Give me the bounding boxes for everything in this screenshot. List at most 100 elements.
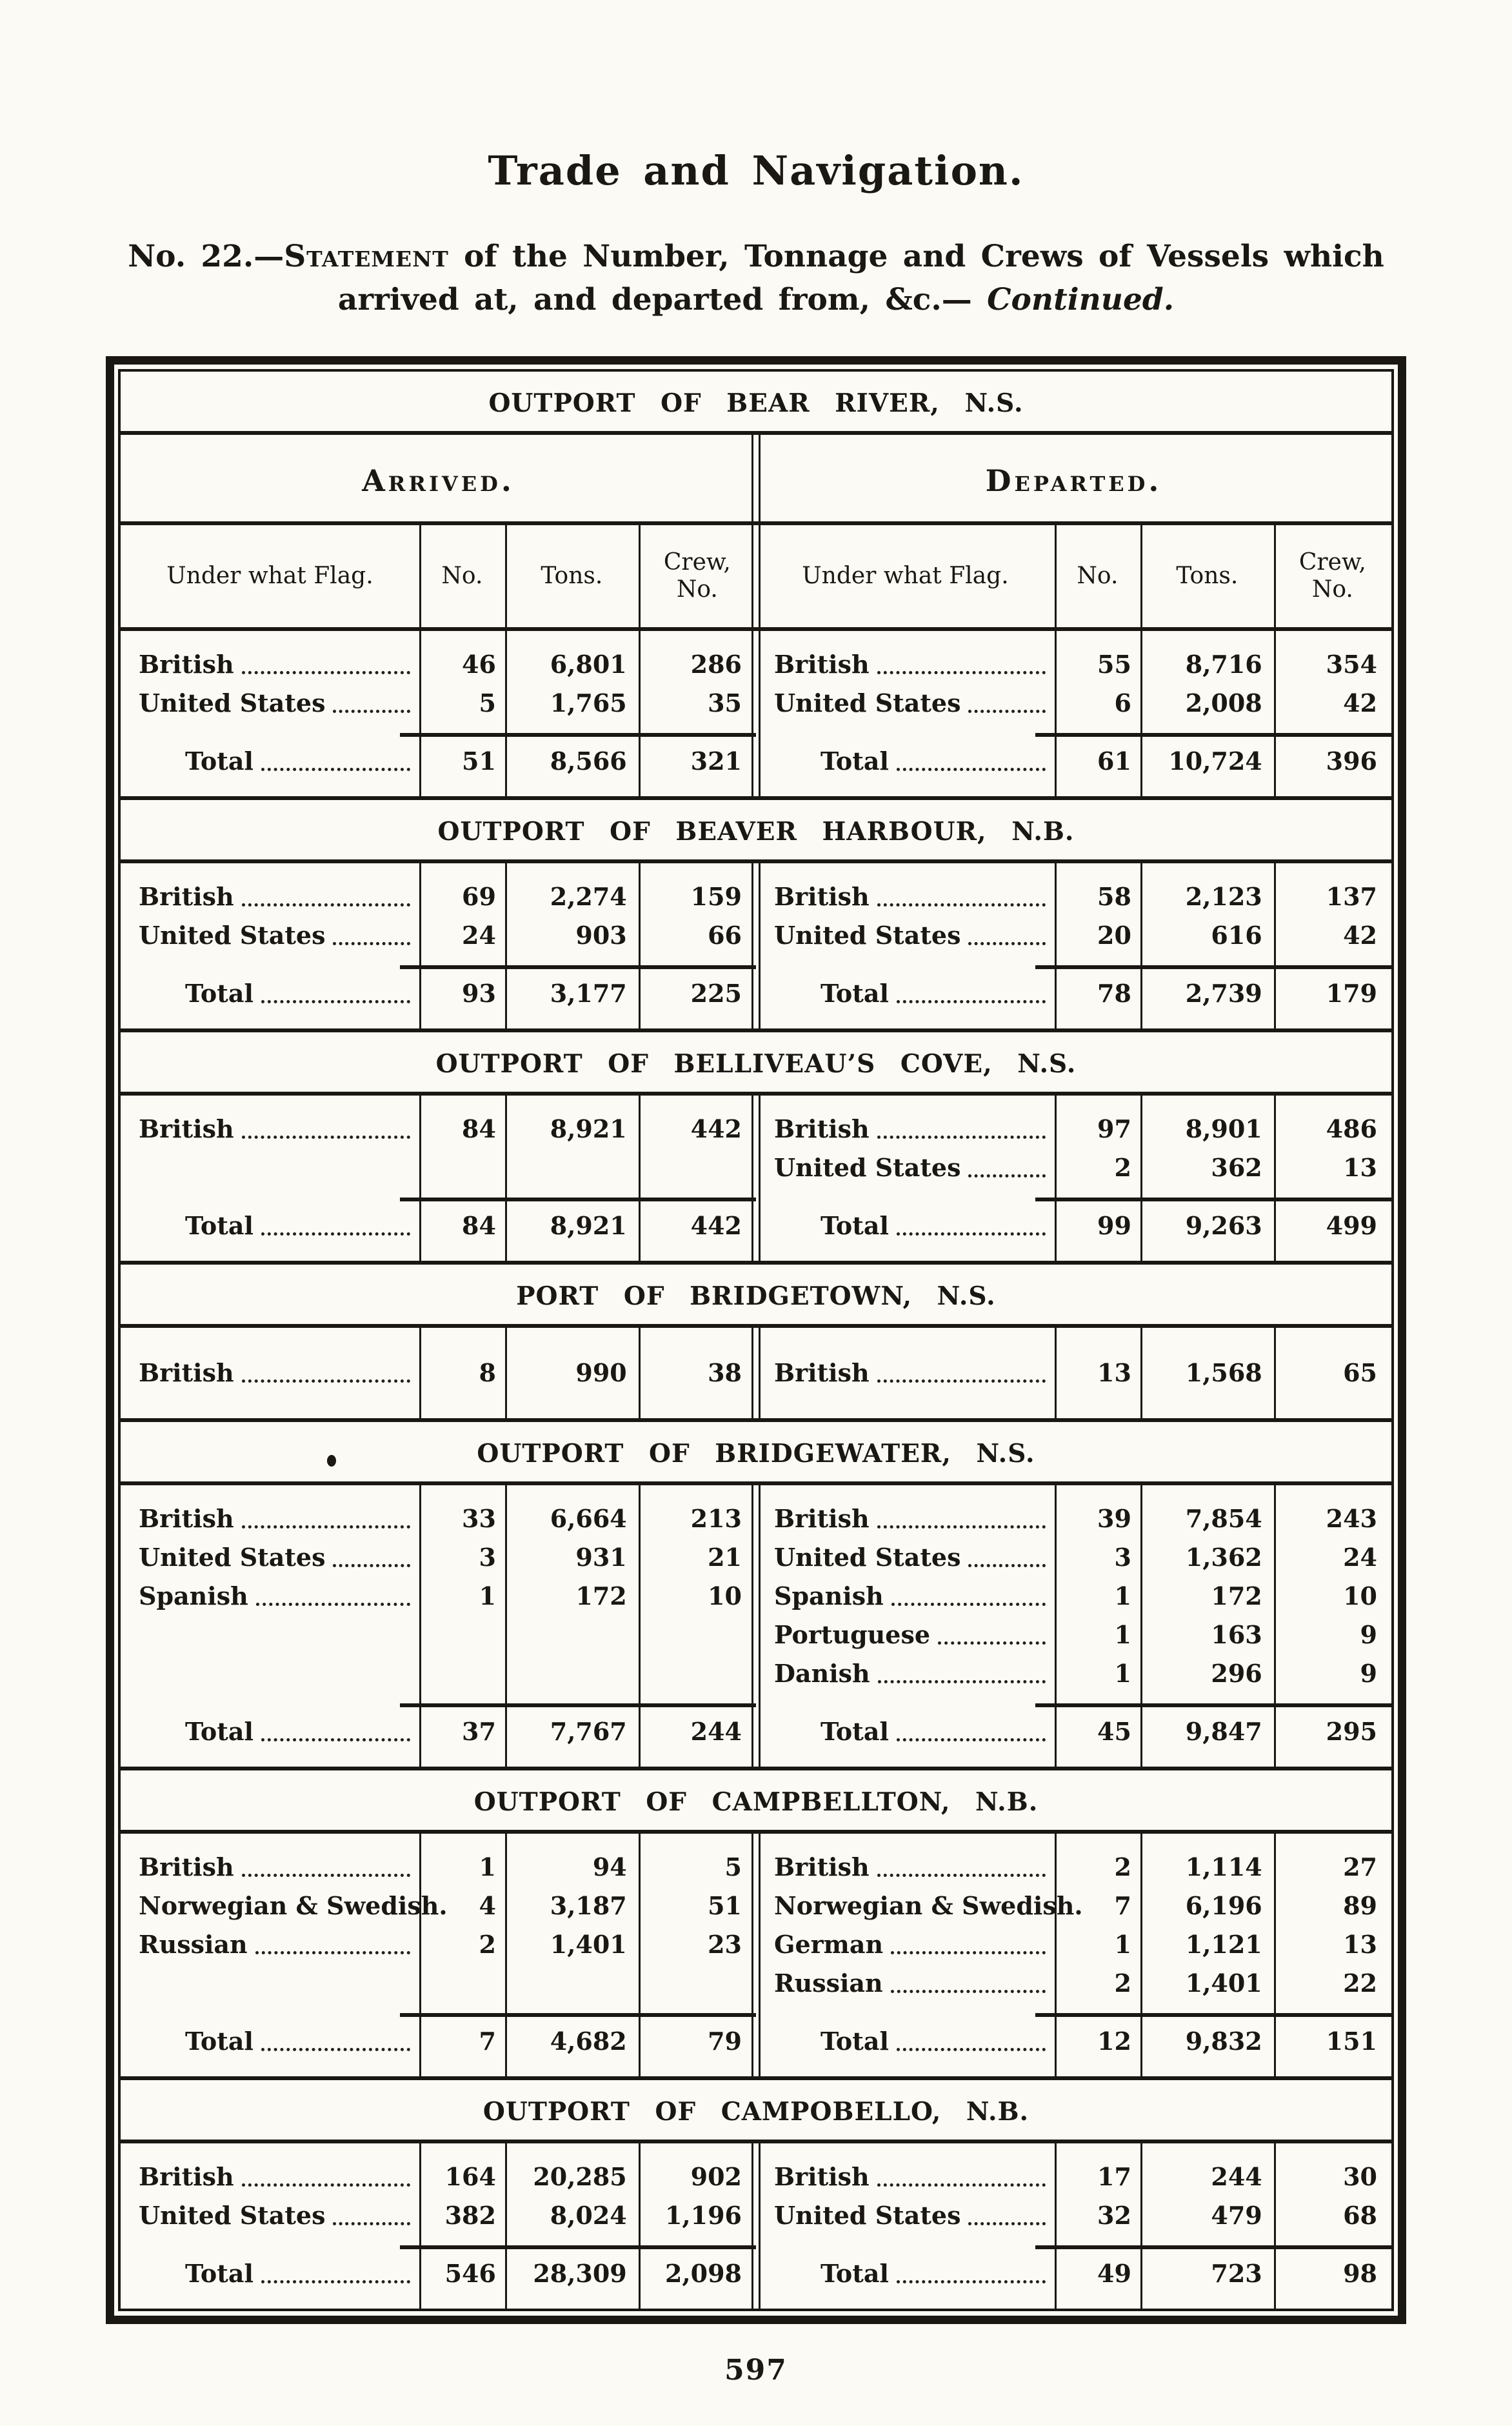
crew-count: 68 <box>1343 2201 1377 2231</box>
total-rule-bar <box>1035 2245 1391 2254</box>
flag-cell: Danish <box>756 1654 1055 1693</box>
section-rows: British 69 2,274 159 United States 24 903 66 Tot… <box>121 863 1391 1029</box>
dotted-leader <box>938 1641 1046 1645</box>
flag-cell: Portuguese <box>756 1616 1055 1654</box>
flag-name: United States <box>774 688 961 718</box>
section-rows: British 8 990 38 British 13 1,568 65 <box>121 1328 1391 1419</box>
dotted-leader <box>896 2280 1046 2284</box>
column-rule <box>1140 1096 1142 1261</box>
total-vessel-count: 93 <box>462 979 496 1008</box>
column-rule <box>419 525 421 628</box>
statement-word: Statement <box>284 239 449 274</box>
column-rule <box>638 1485 641 1767</box>
total-label-cell: Total <box>756 1207 1055 1245</box>
flag-name: British <box>774 1852 870 1882</box>
dotted-leader <box>896 1738 1046 1742</box>
tonnage: 6,664 <box>550 1504 627 1534</box>
statement-rest: of the Number, Tonnage and Crews of Vess… <box>448 239 1384 274</box>
dotted-leader <box>890 1990 1046 1994</box>
flag-name: British <box>139 1114 234 1144</box>
tons-column-header: Tons. <box>1140 563 1274 590</box>
flag-name: Portuguese <box>774 1620 931 1650</box>
total-rule <box>1035 2235 1391 2254</box>
dotted-leader <box>241 1379 410 1383</box>
vessel-count: 1 <box>1114 1620 1131 1650</box>
tonnage: 1,114 <box>1185 1852 1262 1882</box>
section-rows: British 33 6,664 213 United States 3 931 21 Span… <box>121 1485 1391 1767</box>
flag-name: Danish <box>774 1659 870 1689</box>
tonnage: 1,362 <box>1185 1543 1262 1572</box>
crew-count: 21 <box>708 1543 742 1572</box>
crew-count: 286 <box>690 650 742 679</box>
flag-row: United States 24 903 66 <box>121 916 756 955</box>
dotted-leader <box>877 1136 1046 1139</box>
column-headers: Under what Flag. No. Tons. Crew, No. Under w… <box>121 525 1391 628</box>
column-rule <box>504 863 507 1029</box>
flag-cell: British <box>756 1110 1055 1148</box>
section-title-wrap: PORT OF BRIDGETOWN, N.S. <box>121 1265 1391 1324</box>
column-rule <box>1054 1328 1057 1419</box>
total-vessel-count: 78 <box>1097 979 1131 1008</box>
flag-name: Spanish <box>774 1581 884 1611</box>
vessel-count: 7 <box>1114 1891 1131 1921</box>
dotted-leader <box>255 1603 410 1607</box>
arrived-half: British 84 8,921 442 Total 84 8,921 442 <box>121 1096 756 1261</box>
horizontal-rule <box>121 2140 1391 2144</box>
tonnage: 244 <box>1211 2162 1262 2192</box>
total-rule <box>400 1187 756 1207</box>
total-tonnage: 8,566 <box>550 747 627 776</box>
total-rule-bar <box>1035 965 1391 974</box>
flag-row: Russian 2 1,401 22 <box>756 1964 1391 2003</box>
tonnage: 362 <box>1211 1153 1262 1183</box>
dotted-leader <box>261 1000 410 1004</box>
crew-count: 13 <box>1343 1930 1377 1960</box>
horizontal-rule <box>121 1830 1391 1834</box>
column-rule <box>638 525 641 628</box>
flag-name: British <box>774 650 870 679</box>
dotted-leader <box>877 1680 1046 1684</box>
crew-count: 27 <box>1343 1852 1377 1882</box>
column-rule <box>419 1834 421 2077</box>
column-rule <box>419 1328 421 1419</box>
flag-column-header-label: Under what Flag. <box>802 563 1009 590</box>
tonnage: 990 <box>575 1358 627 1388</box>
column-rule <box>419 1485 421 1767</box>
flag-name: United States <box>774 921 961 950</box>
horizontal-rule <box>121 521 1391 526</box>
center-divider <box>751 1096 761 1261</box>
column-rule <box>1140 1485 1142 1767</box>
dotted-leader <box>261 2048 410 2052</box>
tonnage: 1,401 <box>1185 1969 1262 1998</box>
flag-row: Norwegian & Swedish. 4 3,187 51 <box>121 1887 756 1925</box>
total-label: Total <box>821 2259 889 2289</box>
vessel-count: 164 <box>444 2162 496 2192</box>
total-crew-count: 321 <box>690 747 742 776</box>
total-label-cell: Total <box>756 1712 1055 1751</box>
total-row: Total 546 28,309 2,098 <box>121 2254 756 2293</box>
crew-count: 159 <box>690 882 742 912</box>
crew-count: 10 <box>1343 1581 1377 1611</box>
column-header-half: Under what Flag. No. Tons. Crew, No. <box>121 525 756 628</box>
total-crew-count: 151 <box>1326 2027 1377 2056</box>
flag-row: Russian 2 1,401 23 <box>121 1925 756 1964</box>
dotted-leader <box>241 903 410 907</box>
flag-row: United States 2 362 13 <box>756 1148 1391 1187</box>
flag-row: United States 5 1,765 35 <box>121 684 756 723</box>
total-crew-count: 79 <box>708 2027 742 2056</box>
column-rule <box>419 631 421 797</box>
flag-name: United States <box>139 1543 326 1572</box>
crew-count: 24 <box>1343 1543 1377 1572</box>
direction-band: Arrived. Departed. <box>121 435 1391 521</box>
total-label-cell: Total <box>121 2254 419 2293</box>
tonnage: 6,801 <box>550 650 627 679</box>
arrived-half: British 8 990 38 <box>121 1328 756 1419</box>
crew-count: 213 <box>690 1504 742 1534</box>
section-separator-rule <box>121 796 1391 801</box>
flag-name: British <box>139 650 234 679</box>
flag-cell: Russian <box>756 1964 1055 2003</box>
total-row: Total 49 723 98 <box>756 2254 1391 2293</box>
no-column-header-label: No. <box>1077 563 1119 590</box>
flag-name: British <box>774 1114 870 1144</box>
tonnage: 172 <box>1211 1581 1262 1611</box>
dotted-leader <box>877 1379 1046 1383</box>
